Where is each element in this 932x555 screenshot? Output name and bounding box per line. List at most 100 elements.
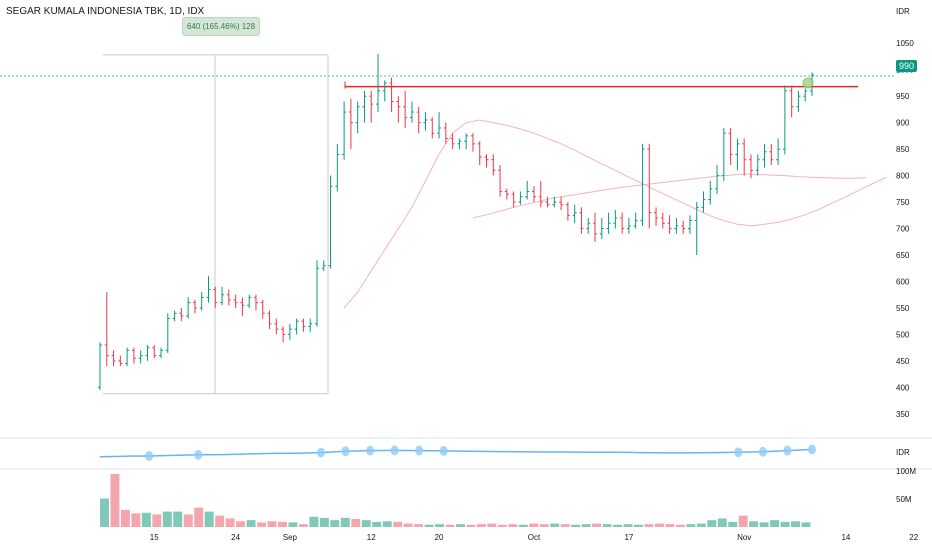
ohlc-bar bbox=[328, 175, 333, 269]
y-axis-tick-label: 500 bbox=[896, 330, 910, 339]
ohlc-bar bbox=[640, 143, 645, 226]
ohlc-bar bbox=[396, 96, 401, 123]
ohlc-bar bbox=[470, 133, 475, 152]
volume-bar bbox=[654, 523, 664, 527]
highlight-marker bbox=[802, 77, 814, 89]
ohlc-bar bbox=[769, 143, 774, 165]
ohlc-bar bbox=[559, 196, 564, 210]
volume-bar bbox=[120, 509, 130, 527]
volume-bar bbox=[424, 524, 434, 527]
ohlc-bar bbox=[579, 207, 584, 234]
x-axis-tick-label: Sep bbox=[283, 533, 298, 542]
volume-bar bbox=[717, 518, 727, 527]
ohlc-bar bbox=[613, 210, 618, 229]
volume-bar bbox=[686, 524, 696, 527]
ohlc-bar bbox=[213, 286, 218, 308]
x-axis-tick-label: 12 bbox=[367, 533, 376, 542]
indicator-marker bbox=[415, 445, 424, 456]
volume-bar bbox=[707, 520, 717, 527]
volume-bar bbox=[225, 518, 235, 527]
ohlc-bar bbox=[498, 165, 503, 197]
ohlc-bar bbox=[335, 143, 340, 192]
volume-bar bbox=[560, 524, 570, 527]
ohlc-bar bbox=[593, 212, 598, 242]
volume-bar bbox=[613, 524, 623, 527]
volume-bar bbox=[602, 524, 612, 527]
ohlc-bar bbox=[301, 318, 306, 332]
x-axis-tick-label: Nov bbox=[737, 533, 751, 542]
volume-axis-label: 100M bbox=[896, 467, 916, 476]
ohlc-bar bbox=[247, 294, 252, 308]
ohlc-bar bbox=[382, 80, 387, 102]
y-axis-tick-label: 550 bbox=[896, 304, 910, 313]
y-axis-tick-label: 950 bbox=[896, 92, 910, 101]
ohlc-bar bbox=[111, 350, 116, 367]
volume-bar bbox=[100, 498, 109, 527]
ohlc-bar bbox=[423, 112, 428, 131]
y-axis-tick-label: 800 bbox=[896, 172, 910, 181]
indicator-marker bbox=[316, 447, 325, 458]
ohlc-bar bbox=[362, 90, 367, 123]
volume-bar bbox=[110, 473, 120, 527]
volume-bar bbox=[298, 524, 308, 527]
ohlc-bar bbox=[125, 347, 130, 367]
ohlc-bar bbox=[748, 154, 753, 179]
ohlc-bar bbox=[450, 133, 455, 150]
ohlc-bar bbox=[131, 347, 136, 364]
volume-bar bbox=[340, 517, 350, 527]
ohlc-bar bbox=[491, 154, 496, 176]
ohlc-bar bbox=[348, 98, 353, 150]
ohlc-bar bbox=[226, 289, 231, 306]
ohlc-bar bbox=[484, 154, 489, 168]
indicator-marker bbox=[390, 445, 399, 456]
ohlc-bar bbox=[782, 85, 787, 155]
ohlc-bar bbox=[314, 260, 319, 327]
volume-bar bbox=[141, 512, 151, 527]
ohlc-bar bbox=[762, 143, 767, 168]
ohlc-bar bbox=[403, 90, 408, 128]
indicator-axis-label: IDR bbox=[896, 448, 910, 457]
ohlc-bar bbox=[565, 202, 570, 221]
ohlc-bar bbox=[586, 217, 591, 234]
ohlc-bar bbox=[735, 138, 740, 171]
ohlc-bar bbox=[647, 143, 652, 229]
y-axis-tick-label: 700 bbox=[896, 225, 910, 234]
volume-bar bbox=[497, 524, 507, 527]
volume-bar bbox=[749, 521, 759, 527]
ohlc-bar bbox=[321, 260, 326, 271]
y-axis-tick-label: 900 bbox=[896, 119, 910, 128]
ohlc-bar bbox=[518, 191, 523, 205]
ohlc-bar bbox=[389, 77, 394, 113]
ohlc-bar bbox=[660, 212, 665, 229]
volume-bar bbox=[728, 521, 738, 527]
volume-bar bbox=[571, 524, 581, 527]
x-axis-tick-label: 24 bbox=[231, 533, 240, 542]
indicator-marker bbox=[145, 450, 154, 461]
ohlc-bar bbox=[477, 141, 482, 165]
volume-bar bbox=[791, 521, 801, 527]
ohlc-bar bbox=[376, 53, 381, 113]
ohlc-bar bbox=[220, 286, 225, 306]
ohlc-bar bbox=[755, 154, 760, 176]
ohlc-bar bbox=[98, 342, 102, 390]
ohlc-bar bbox=[260, 300, 265, 319]
volume-bar bbox=[780, 521, 790, 527]
ohlc-bar bbox=[620, 212, 625, 234]
ohlc-bar bbox=[267, 310, 272, 330]
ohlc-bar bbox=[409, 101, 414, 123]
x-axis-tick-label: 14 bbox=[841, 533, 850, 542]
moving-average-line bbox=[343, 119, 887, 309]
ohlc-bar bbox=[525, 180, 530, 200]
ohlc-bar bbox=[633, 212, 638, 229]
ohlc-bar bbox=[253, 294, 258, 311]
ohlc-bar bbox=[803, 88, 808, 102]
volume-bar bbox=[393, 521, 403, 527]
volume-bar bbox=[403, 523, 413, 527]
ohlc-bar bbox=[572, 204, 577, 224]
y-axis-tick-label: 350 bbox=[896, 410, 910, 419]
volume-bar bbox=[738, 515, 748, 527]
x-axis-tick-label: Oct bbox=[528, 533, 541, 542]
volume-axis-label: 50M bbox=[896, 495, 912, 504]
indicator-marker bbox=[341, 446, 350, 457]
